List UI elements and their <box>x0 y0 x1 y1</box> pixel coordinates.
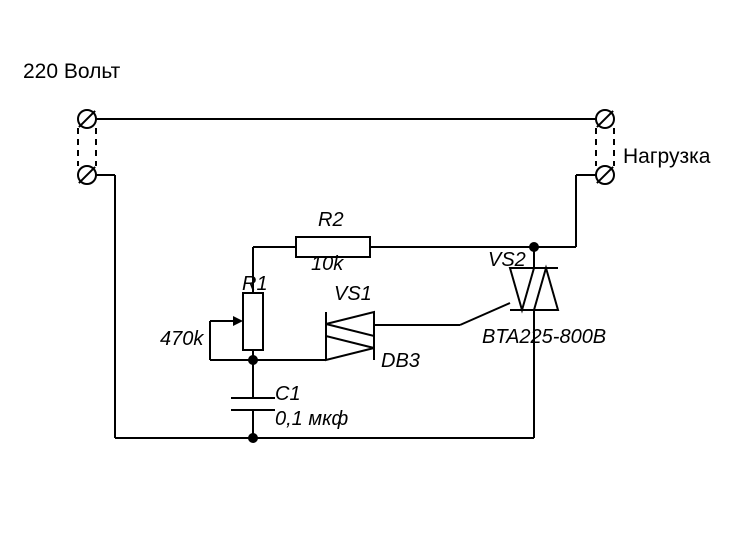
label-vs2_name: VS2 <box>488 249 526 271</box>
label-c1_name: C1 <box>275 383 301 405</box>
label-r1_name: R1 <box>242 273 268 295</box>
potentiometer-r1 <box>243 293 263 350</box>
triac-vs2 <box>460 268 558 325</box>
label-vs1_name: VS1 <box>334 283 372 305</box>
circuit-schematic: 220 Вольт Нагрузка R2 10k R1 470k VS1 DB3 VS2 BTA… <box>0 0 741 536</box>
label-source: 220 Вольт <box>23 60 121 83</box>
label-vs2_val: BTA225-800B <box>482 326 606 348</box>
label-load: Нагрузка <box>623 145 711 168</box>
label-r1_val: 470k <box>160 328 204 350</box>
terminal-out_bot <box>596 166 614 184</box>
label-r2_name: R2 <box>318 209 344 231</box>
label-vs1_val: DB3 <box>381 350 420 372</box>
wiper-arrow-icon <box>233 316 243 326</box>
terminal-in_bot <box>78 166 96 184</box>
terminal-in_top <box>78 110 96 128</box>
label-r2_val: 10k <box>311 253 344 275</box>
terminal-out_top <box>596 110 614 128</box>
label-c1_val: 0,1 мкф <box>275 408 349 430</box>
